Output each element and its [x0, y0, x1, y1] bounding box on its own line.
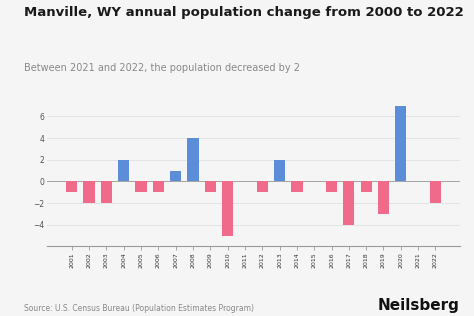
Bar: [136, 181, 146, 192]
Bar: [170, 171, 181, 181]
Text: Manville, WY annual population change from 2000 to 2022: Manville, WY annual population change fr…: [24, 6, 464, 19]
Bar: [274, 160, 285, 181]
Bar: [153, 181, 164, 192]
Bar: [343, 181, 355, 225]
Bar: [205, 181, 216, 192]
Bar: [222, 181, 233, 236]
Bar: [66, 181, 77, 192]
Text: Between 2021 and 2022, the population decreased by 2: Between 2021 and 2022, the population de…: [24, 63, 300, 73]
Bar: [430, 181, 441, 203]
Bar: [101, 181, 112, 203]
Bar: [291, 181, 302, 192]
Text: Source: U.S. Census Bureau (Population Estimates Program): Source: U.S. Census Bureau (Population E…: [24, 304, 254, 313]
Bar: [187, 138, 199, 181]
Bar: [361, 181, 372, 192]
Bar: [378, 181, 389, 214]
Bar: [326, 181, 337, 192]
Bar: [395, 106, 406, 181]
Bar: [83, 181, 95, 203]
Bar: [256, 181, 268, 192]
Bar: [118, 160, 129, 181]
Text: Neilsberg: Neilsberg: [378, 298, 460, 313]
